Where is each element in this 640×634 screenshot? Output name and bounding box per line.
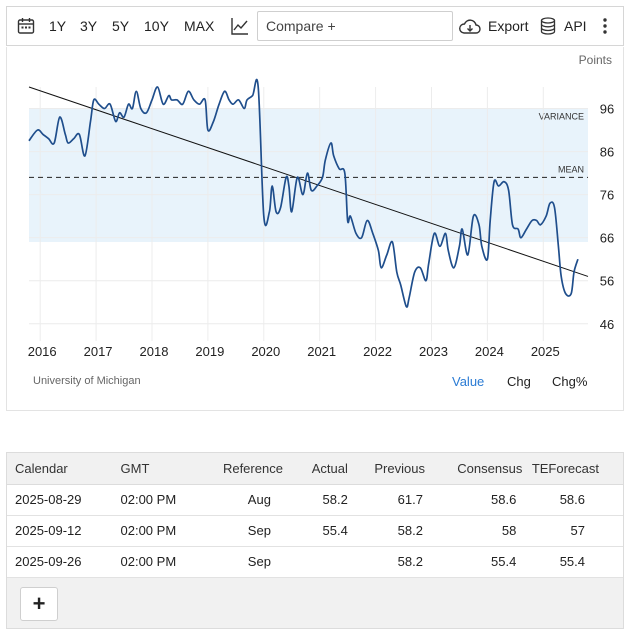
trend-line [28, 86, 589, 277]
y-tick-label: 56 [600, 274, 614, 289]
calendar-table: Calendar GMT Reference Actual Previous C… [6, 452, 624, 629]
cell-reference: Sep [197, 546, 283, 578]
cell-gmt: 02:00 PM [112, 484, 198, 516]
cell-teforecast: 58.6 [522, 484, 623, 516]
add-event-button[interactable]: + [20, 586, 58, 621]
x-tick-label: 2024 [475, 344, 504, 359]
source-label: University of Michigan [33, 375, 141, 387]
chart-type-icon[interactable] [229, 7, 251, 45]
cell-actual: 58.2 [282, 484, 348, 516]
more-options-icon[interactable] [599, 7, 611, 45]
y-tick-label: 96 [600, 102, 614, 117]
y-tick-label: 86 [600, 145, 614, 160]
compare-input[interactable]: Compare + [257, 11, 453, 41]
table-row: 2025-08-29 02:00 PM Aug 58.2 61.7 58.6 5… [7, 484, 623, 516]
cell-consensus: 58.6 [424, 484, 523, 516]
x-tick-label: 2023 [419, 344, 448, 359]
mean-label: MEAN [558, 164, 584, 174]
range-max-button[interactable]: MAX [184, 18, 215, 34]
col-reference: Reference [197, 453, 283, 485]
cell-previous: 58.2 [347, 515, 425, 547]
database-icon[interactable] [538, 7, 558, 45]
col-consensus: Consensus [424, 453, 523, 485]
sentiment-series-line [28, 78, 579, 308]
export-button[interactable]: Export [488, 18, 529, 34]
cell-date: 2025-09-26 [7, 546, 113, 578]
tab-chg[interactable]: Chg [507, 374, 531, 389]
table-header-row: Calendar GMT Reference Actual Previous C… [7, 453, 623, 485]
variance-label: VARIANCE [539, 112, 584, 122]
cell-previous: 58.2 [347, 546, 425, 578]
cell-actual [282, 546, 348, 578]
table-row: 2025-09-12 02:00 PM Sep 55.4 58.2 58 57 [7, 515, 623, 547]
cell-previous: 61.7 [347, 484, 425, 516]
x-tick-label: 2022 [363, 344, 392, 359]
download-icon[interactable] [459, 7, 483, 45]
x-tick-label: 2020 [251, 344, 280, 359]
cell-gmt: 02:00 PM [112, 546, 198, 578]
x-tick-label: 2016 [28, 344, 57, 359]
add-row-area: + [7, 577, 623, 628]
x-tick-label: 2025 [531, 344, 560, 359]
toolbar: 1Y 3Y 5Y 10Y MAX Compare + Export API [6, 6, 624, 46]
y-tick-label: 46 [600, 317, 614, 332]
cell-date: 2025-09-12 [7, 515, 113, 547]
line-chart: VARIANCE MEAN 2016 2017 2018 2019 2020 2021 2022… [28, 78, 614, 359]
api-button[interactable]: API [564, 18, 587, 34]
table-row: 2025-09-26 02:00 PM Sep 58.2 55.4 55.4 [7, 546, 623, 578]
units-label: Points [578, 53, 612, 67]
cell-reference: Aug [197, 484, 283, 516]
cell-reference: Sep [197, 515, 283, 547]
col-calendar: Calendar [7, 453, 113, 485]
col-teforecast: TEForecast [522, 453, 623, 485]
cell-teforecast: 57 [522, 515, 623, 547]
y-tick-label: 76 [600, 188, 614, 203]
range-1y-button[interactable]: 1Y [49, 18, 67, 34]
cell-gmt: 02:00 PM [112, 515, 198, 547]
calendar-icon[interactable] [15, 7, 37, 45]
col-actual: Actual [282, 453, 348, 485]
cell-actual: 55.4 [282, 515, 348, 547]
range-3y-button[interactable]: 3Y [80, 18, 98, 34]
range-5y-button[interactable]: 5Y [112, 18, 130, 34]
range-10y-button[interactable]: 10Y [144, 18, 169, 34]
x-tick-label: 2018 [140, 344, 169, 359]
cell-consensus: 58 [424, 515, 523, 547]
col-previous: Previous [347, 453, 425, 485]
tab-chg-percent[interactable]: Chg% [552, 374, 588, 389]
cell-consensus: 55.4 [424, 546, 523, 578]
tab-value[interactable]: Value [452, 374, 485, 389]
x-tick-label: 2019 [195, 344, 224, 359]
chart-panel: Points VARIANCE MEAN 2016 2017 2018 2019 2020 2… [6, 47, 624, 411]
x-tick-label: 2017 [84, 344, 113, 359]
y-tick-label: 66 [600, 231, 614, 246]
x-tick-label: 2021 [307, 344, 336, 359]
col-gmt: GMT [112, 453, 198, 485]
cell-teforecast: 55.4 [522, 546, 623, 578]
cell-date: 2025-08-29 [7, 484, 113, 516]
